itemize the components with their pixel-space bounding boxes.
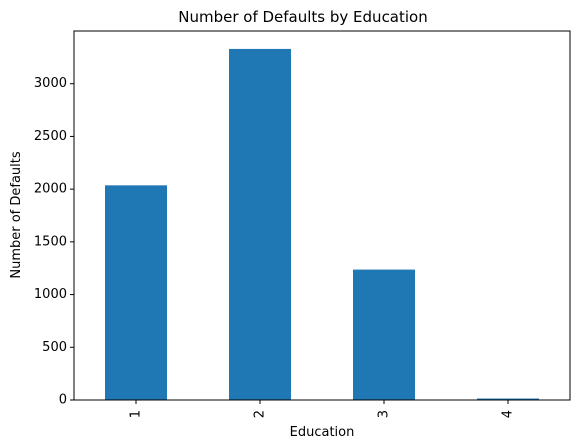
chart-title: Number of Defaults by Education [178,8,428,26]
y-tick-label-1500: 1500 [34,234,67,249]
y-tick-label-2500: 2500 [34,129,67,144]
x-axis-title: Education [290,425,355,440]
x-tick-label-1: 1 [129,410,144,418]
plot-area [105,48,539,401]
bar-3 [353,269,415,400]
x-tick-label-2: 2 [253,410,268,418]
x-tick-label-4: 4 [501,410,516,418]
y-tick-label-0: 0 [59,393,67,408]
plot-frame [73,30,571,401]
bar-1 [105,185,167,400]
y-tick-label-1000: 1000 [34,287,67,302]
bar-2 [229,48,291,401]
y-tick-label-500: 500 [42,340,67,355]
y-tick-label-2000: 2000 [34,182,67,197]
x-tick-label-3: 3 [377,410,392,418]
bar-4 [477,398,539,400]
y-axis-title: Number of Defaults [9,151,24,279]
y-tick-label-3000: 3000 [34,76,67,91]
